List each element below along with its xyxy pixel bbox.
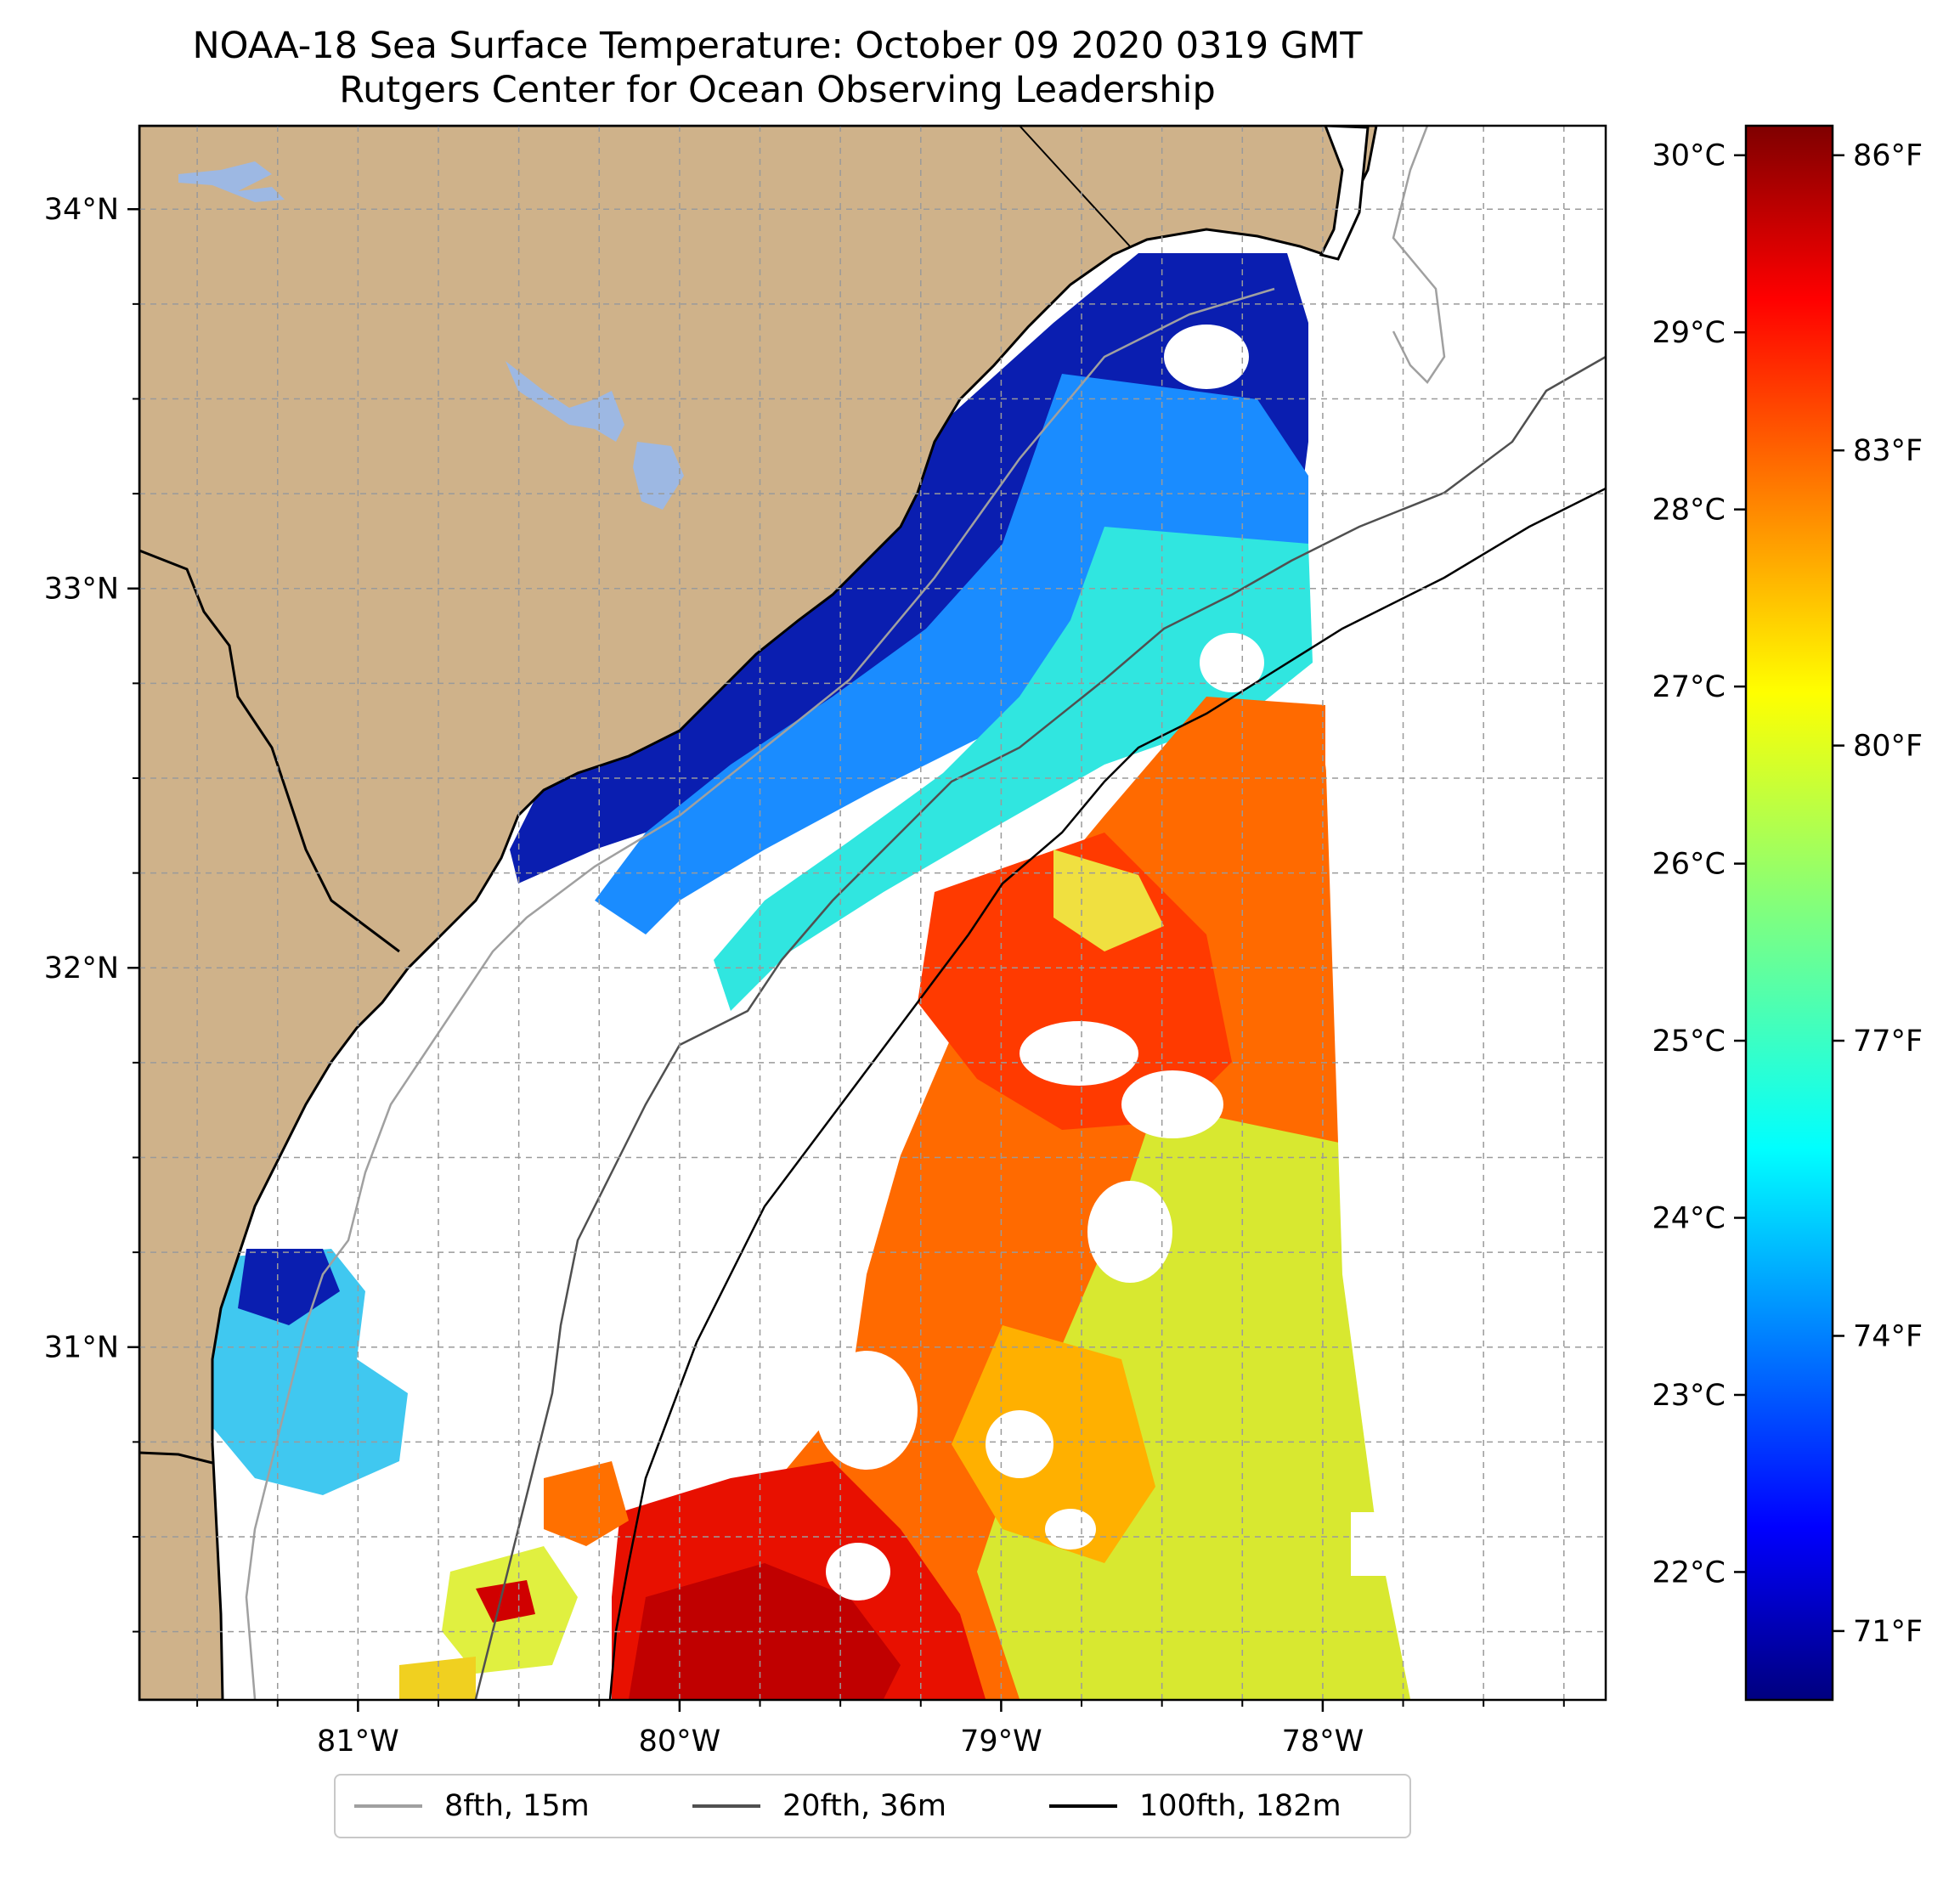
colorbar-label-celsius: 28°C: [1652, 494, 1726, 528]
colorbar-label-celsius: 24°C: [1652, 1202, 1726, 1236]
map-subtitle: Rutgers Center for Ocean Observing Leade…: [339, 69, 1216, 111]
lon-tick-label: 80°W: [639, 1725, 721, 1759]
land-area: [139, 126, 1378, 1700]
sst-swath: [212, 253, 1606, 1699]
lat-tick-label: 34°N: [44, 193, 119, 227]
legend-item-100fth: 100fth, 182m: [1049, 1776, 1341, 1837]
colorbar-label-celsius: 25°C: [1652, 1025, 1726, 1059]
cloud-gap: [1164, 325, 1249, 389]
lon-tick-label: 81°W: [317, 1725, 399, 1759]
cloud-gap: [1045, 1509, 1096, 1550]
legend-label-8fth: 8fth, 15m: [444, 1789, 590, 1823]
lake-north: [178, 161, 285, 202]
legend-label-100fth: 100fth, 182m: [1139, 1789, 1341, 1823]
sst-region-cool-mid: [595, 374, 1308, 934]
map-plot-area: [139, 126, 1606, 1700]
colorbar-label-fahrenheit: 80°F: [1853, 730, 1923, 764]
lat-tick-label: 31°N: [44, 1331, 119, 1365]
colorbar-label-celsius: 29°C: [1652, 316, 1726, 350]
legend-item-8fth: 8fth, 15m: [354, 1776, 590, 1837]
cloud-gap: [986, 1410, 1053, 1478]
lake-marion: [506, 361, 624, 442]
colorbar-label-fahrenheit: 77°F: [1853, 1025, 1923, 1059]
colorbar-label-celsius: 30°C: [1652, 139, 1726, 173]
colorbar-axes: 71°F 74°F 77°F 80°F 83°F 86°F 22°C 23°C 24°C 25°C…: [1652, 139, 1923, 1649]
legend-label-20fth: 20fth, 36m: [782, 1789, 947, 1823]
colorbar-label-fahrenheit: 74°F: [1853, 1319, 1923, 1353]
isobath-15m-north: [1392, 126, 1446, 384]
cloud-gap: [1121, 1070, 1223, 1138]
colorbar-label-fahrenheit: 86°F: [1853, 139, 1923, 173]
sst-region-coastal-blue: [238, 1249, 340, 1325]
isobath-15m: [245, 287, 1275, 1700]
colorbar-label-fahrenheit: 83°F: [1853, 434, 1923, 468]
cloud-gap: [816, 1351, 918, 1470]
state-boundary-sc-ga: [139, 549, 400, 953]
swath-edge-no-data: [1325, 748, 1606, 1699]
sst-region-coastal-orange: [544, 1461, 629, 1546]
state-boundary-nc-sc: [1019, 126, 1131, 247]
gridlines: [139, 126, 1606, 1700]
colorbar-label-celsius: 22°C: [1652, 1555, 1726, 1589]
cloud-gap: [826, 1543, 890, 1601]
lat-tick-label: 32°N: [44, 951, 119, 985]
map-frame: [138, 124, 1607, 1702]
isobath-182m: [608, 487, 1606, 1700]
map-axes: 81°W 80°W 79°W 78°W 34°N 33°N 32°N 31°N: [44, 193, 1565, 1759]
sst-region-dark-red-south: [629, 1563, 901, 1699]
isobath-36m: [474, 355, 1606, 1700]
cloud-gap: [1020, 1021, 1138, 1086]
colorbar-label-celsius: 26°C: [1652, 848, 1726, 882]
legend-line-20fth: [692, 1804, 760, 1808]
lon-tick-label: 79°W: [960, 1725, 1042, 1759]
legend-line-100fth: [1049, 1804, 1117, 1808]
sst-region-coastal-red: [476, 1580, 535, 1623]
lat-tick-label: 33°N: [44, 573, 119, 607]
lake-moultrie: [633, 442, 684, 510]
isobath-legend: 8fth, 15m 20fth, 36m 100fth, 182m: [334, 1774, 1411, 1838]
outer-banks-island: [1319, 126, 1370, 261]
cloud-gap: [1087, 1181, 1172, 1283]
sst-region-coastal-yellow-2: [399, 1657, 476, 1699]
colorbar-gradient: [1744, 124, 1834, 1702]
colorbar-label-fahrenheit: 71°F: [1853, 1615, 1923, 1649]
lon-tick-label: 78°W: [1282, 1725, 1364, 1759]
legend-line-8fth: [354, 1804, 422, 1808]
sst-region-cyan: [714, 527, 1313, 1011]
state-boundary-ga-fl: [139, 1451, 213, 1465]
cloud-gap: [1200, 633, 1264, 692]
colorbar-label-celsius: 27°C: [1652, 670, 1726, 704]
colorbar-label-celsius: 23°C: [1652, 1379, 1726, 1413]
legend-item-20fth: 20fth, 36m: [692, 1776, 946, 1837]
map-title: NOAA-18 Sea Surface Temperature: October…: [192, 25, 1363, 67]
